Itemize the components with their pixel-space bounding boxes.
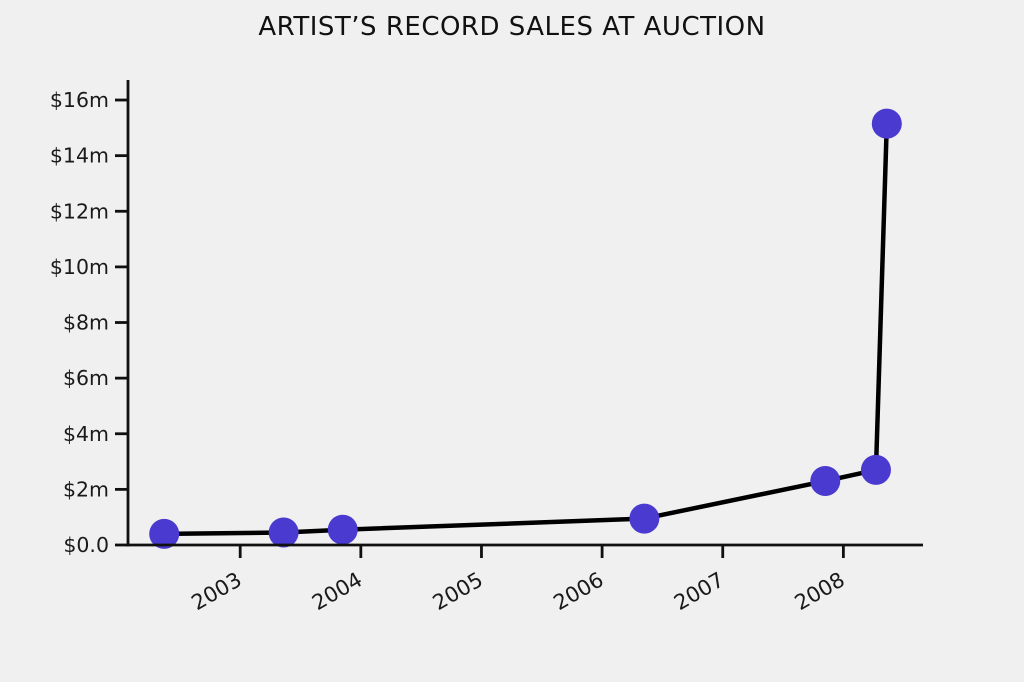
x-tick-label: 2008 — [791, 568, 849, 616]
y-tick-label: $2m — [63, 477, 109, 501]
y-tick-label: $8m — [63, 311, 109, 335]
data-point — [860, 454, 891, 485]
series-line — [161, 121, 890, 537]
y-tick-label: $14m — [50, 144, 109, 168]
data-point — [810, 466, 841, 497]
y-tick-label: $6m — [63, 366, 109, 390]
data-point — [149, 518, 180, 549]
data-point — [871, 108, 902, 139]
x-tick-label: 2007 — [670, 568, 728, 616]
x-tick-label: 2006 — [549, 568, 607, 616]
y-tick-label: $0.0 — [63, 533, 109, 557]
y-tick-label: $4m — [63, 422, 109, 446]
y-tick-label: $16m — [50, 88, 109, 112]
data-point — [629, 503, 660, 534]
x-tick-label: 2004 — [308, 568, 366, 616]
x-tick-label: 2003 — [187, 568, 245, 616]
x-tick-label: 2005 — [429, 568, 487, 616]
data-point — [268, 517, 299, 548]
data-point — [327, 514, 358, 545]
y-tick-label: $10m — [50, 255, 109, 279]
y-tick-label: $12m — [50, 199, 109, 223]
